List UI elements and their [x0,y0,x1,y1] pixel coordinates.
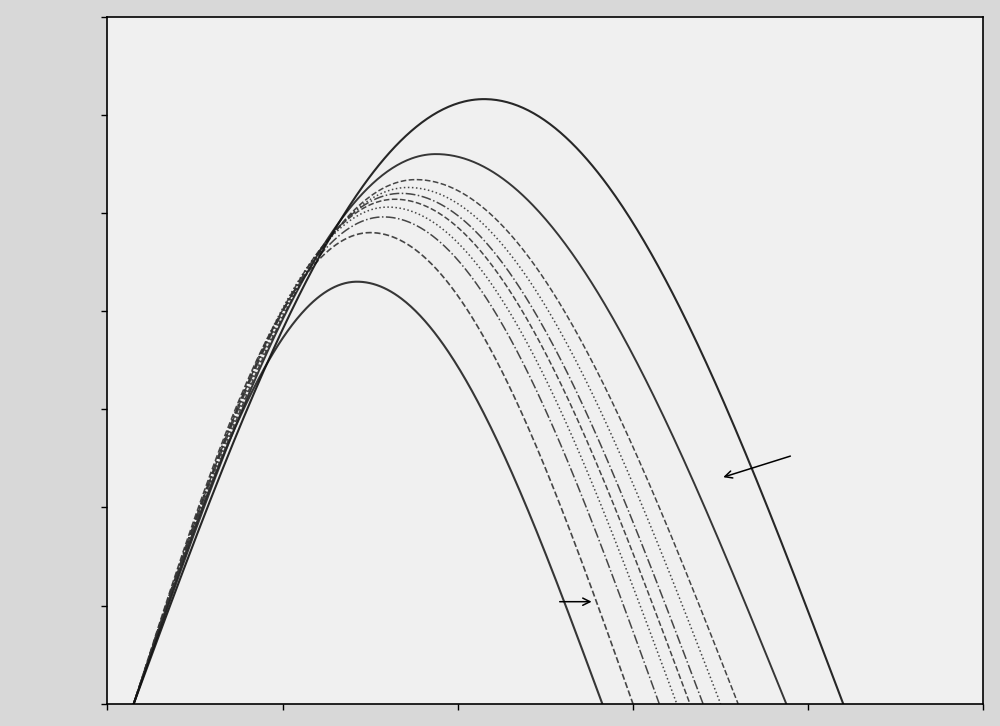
Text: (a): (a) [500,598,590,605]
Text: (i): (i) [725,452,829,478]
